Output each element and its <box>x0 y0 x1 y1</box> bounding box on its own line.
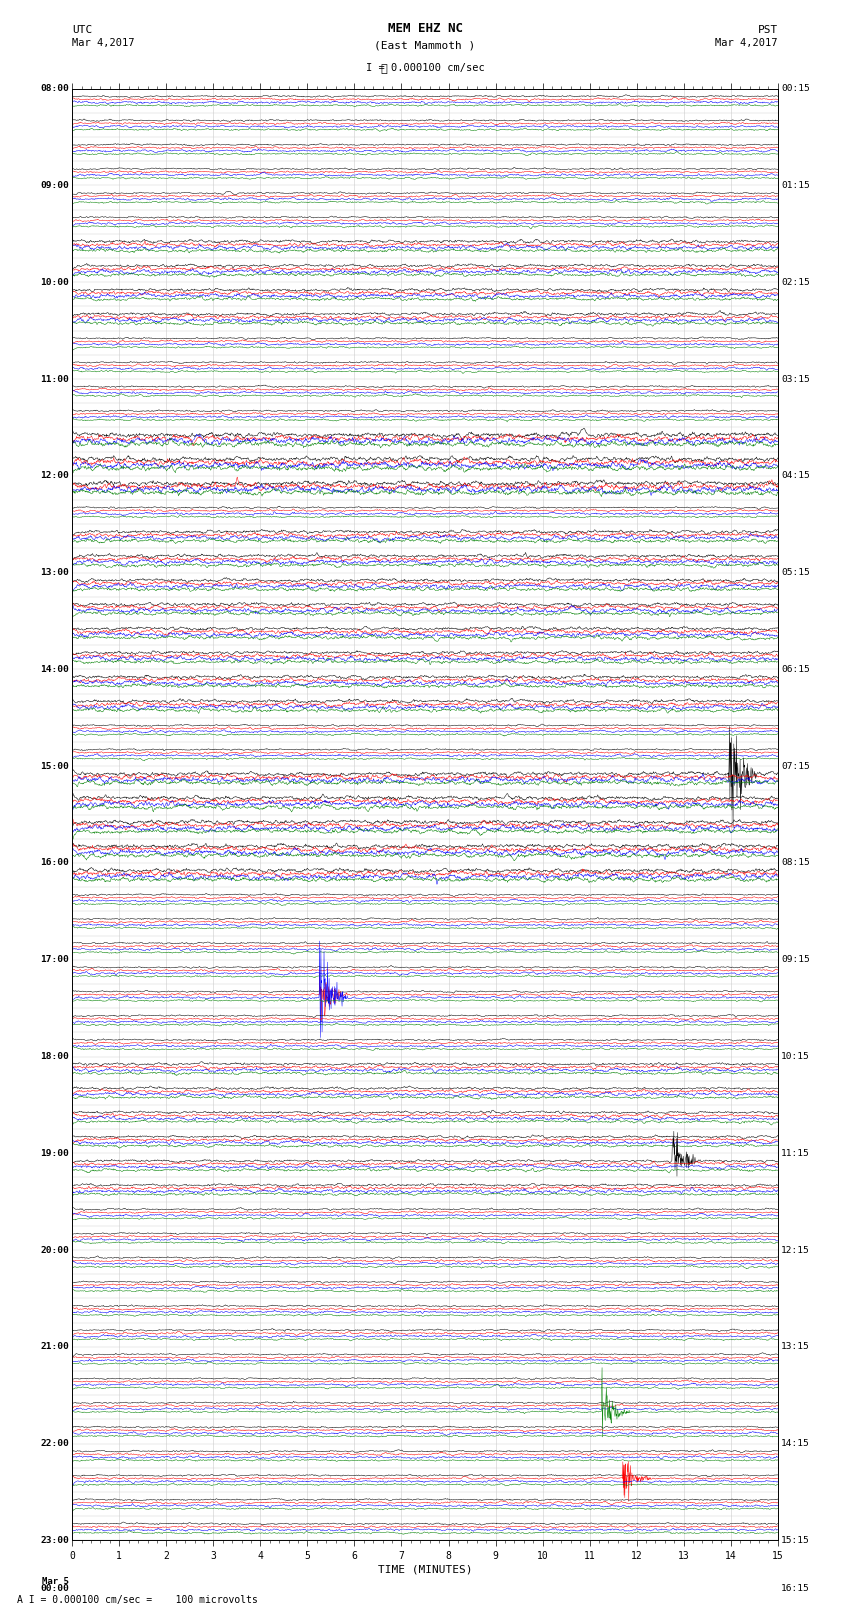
Text: (East Mammoth ): (East Mammoth ) <box>374 40 476 50</box>
Text: 10:00: 10:00 <box>40 277 69 287</box>
Text: 09:15: 09:15 <box>781 955 810 965</box>
Text: 13:15: 13:15 <box>781 1342 810 1352</box>
Text: 01:15: 01:15 <box>781 181 810 190</box>
Text: 15:15: 15:15 <box>781 1536 810 1545</box>
Text: 15:00: 15:00 <box>40 761 69 771</box>
Text: 09:00: 09:00 <box>40 181 69 190</box>
Text: 20:00: 20:00 <box>40 1245 69 1255</box>
Text: A I = 0.000100 cm/sec =    100 microvolts: A I = 0.000100 cm/sec = 100 microvolts <box>17 1595 258 1605</box>
Text: 11:00: 11:00 <box>40 374 69 384</box>
Text: 18:00: 18:00 <box>40 1052 69 1061</box>
Text: 06:15: 06:15 <box>781 665 810 674</box>
Text: 04:15: 04:15 <box>781 471 810 481</box>
Text: 00:15: 00:15 <box>781 84 810 94</box>
Text: MEM EHZ NC: MEM EHZ NC <box>388 23 462 35</box>
Text: 21:00: 21:00 <box>40 1342 69 1352</box>
Text: 16:00: 16:00 <box>40 858 69 868</box>
Text: 03:15: 03:15 <box>781 374 810 384</box>
Text: 10:15: 10:15 <box>781 1052 810 1061</box>
X-axis label: TIME (MINUTES): TIME (MINUTES) <box>377 1565 473 1574</box>
Text: 13:00: 13:00 <box>40 568 69 577</box>
Text: 16:15: 16:15 <box>781 1584 810 1594</box>
Text: 11:15: 11:15 <box>781 1148 810 1158</box>
Text: 14:00: 14:00 <box>40 665 69 674</box>
Text: 23:00: 23:00 <box>40 1536 69 1545</box>
Text: 00:00: 00:00 <box>40 1584 69 1594</box>
Text: 07:15: 07:15 <box>781 761 810 771</box>
Text: Mar 5: Mar 5 <box>42 1576 69 1586</box>
Text: 05:15: 05:15 <box>781 568 810 577</box>
Text: 14:15: 14:15 <box>781 1439 810 1448</box>
Text: 08:15: 08:15 <box>781 858 810 868</box>
Text: UTC: UTC <box>72 26 93 35</box>
Text: ⎸: ⎸ <box>380 65 387 74</box>
Text: Mar 4,2017: Mar 4,2017 <box>715 39 778 48</box>
Text: 19:00: 19:00 <box>40 1148 69 1158</box>
Text: 02:15: 02:15 <box>781 277 810 287</box>
Text: 08:00: 08:00 <box>40 84 69 94</box>
Text: I = 0.000100 cm/sec: I = 0.000100 cm/sec <box>366 63 484 73</box>
Text: 12:00: 12:00 <box>40 471 69 481</box>
Text: 12:15: 12:15 <box>781 1245 810 1255</box>
Text: 22:00: 22:00 <box>40 1439 69 1448</box>
Text: 17:00: 17:00 <box>40 955 69 965</box>
Text: Mar 4,2017: Mar 4,2017 <box>72 39 135 48</box>
Text: PST: PST <box>757 26 778 35</box>
